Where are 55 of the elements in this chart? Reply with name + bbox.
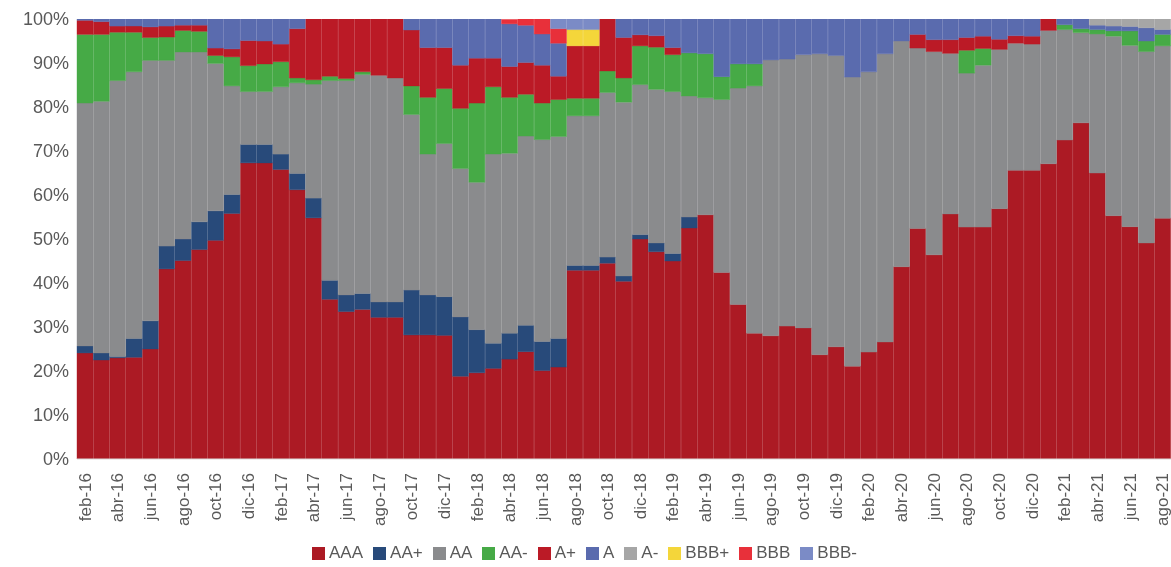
x-tick-label: abr-19 bbox=[696, 473, 716, 523]
legend-label: BBB+ bbox=[685, 543, 730, 562]
legend-label: A- bbox=[641, 543, 659, 562]
legend-label: BBB- bbox=[817, 543, 857, 562]
x-tick-label: jun-21 bbox=[1120, 473, 1140, 522]
x-tick-label: jun-16 bbox=[140, 473, 160, 522]
x-tick-label: dic-16 bbox=[238, 473, 258, 520]
legend-label: AAA bbox=[329, 543, 364, 562]
y-tick-label: 40% bbox=[32, 273, 69, 294]
x-tick-label: ago-20 bbox=[957, 473, 977, 526]
x-tick-label: jun-17 bbox=[336, 473, 356, 522]
x-tick-label: abr-16 bbox=[108, 473, 128, 523]
x-tick-label: oct-16 bbox=[206, 473, 226, 521]
x-tick-label: ago-17 bbox=[369, 473, 389, 526]
x-tick-label: oct-19 bbox=[794, 473, 814, 521]
x-tick-label: ago-16 bbox=[173, 473, 193, 526]
x-tick-label: feb-20 bbox=[859, 473, 879, 522]
x-tick-label: dic-17 bbox=[434, 473, 454, 520]
x-tick-label: jun-18 bbox=[532, 473, 552, 522]
y-tick-label: 0% bbox=[42, 449, 69, 470]
x-tick-label: oct-20 bbox=[990, 473, 1010, 521]
x-tick-label: feb-18 bbox=[467, 473, 487, 522]
y-tick-label: 60% bbox=[32, 185, 69, 206]
x-tick-label: abr-20 bbox=[892, 473, 912, 523]
y-tick-label: 70% bbox=[32, 141, 69, 162]
x-tick-label: ago-19 bbox=[761, 473, 781, 526]
x-tick-label: feb-17 bbox=[271, 473, 291, 522]
legend-label: AA bbox=[449, 543, 473, 562]
x-tick-label: jun-19 bbox=[728, 473, 748, 522]
y-tick-label: 10% bbox=[32, 405, 69, 426]
legend-label: A+ bbox=[554, 543, 576, 562]
y-tick-label: 20% bbox=[32, 361, 69, 382]
x-tick-label: dic-18 bbox=[630, 473, 650, 520]
x-tick-label: feb-19 bbox=[663, 473, 683, 522]
x-tick-label: abr-18 bbox=[500, 473, 520, 523]
legend-label: AA- bbox=[499, 543, 528, 562]
y-tick-label: 80% bbox=[32, 97, 69, 118]
y-tick-label: 90% bbox=[32, 53, 69, 74]
x-tick-label: feb-21 bbox=[1055, 473, 1075, 522]
y-tick-label: 100% bbox=[22, 9, 69, 30]
x-tick-label: abr-21 bbox=[1088, 473, 1108, 523]
x-tick-label: feb-16 bbox=[75, 473, 95, 522]
x-tick-label: abr-17 bbox=[304, 473, 324, 523]
legend-label: BBB bbox=[756, 543, 791, 562]
x-tick-label: dic-19 bbox=[826, 473, 846, 520]
x-tick-label: ago-18 bbox=[565, 473, 585, 526]
x-tick-label: jun-20 bbox=[924, 473, 944, 522]
legend-label: A bbox=[602, 543, 615, 562]
legend-label: AA+ bbox=[390, 543, 423, 562]
x-tick-label: ago-21 bbox=[1153, 473, 1171, 526]
y-tick-label: 30% bbox=[32, 317, 69, 338]
x-tick-label: oct-17 bbox=[402, 473, 422, 521]
x-tick-label: dic-20 bbox=[1022, 473, 1042, 520]
x-tick-label: oct-18 bbox=[598, 473, 618, 521]
y-tick-label: 50% bbox=[32, 229, 69, 250]
